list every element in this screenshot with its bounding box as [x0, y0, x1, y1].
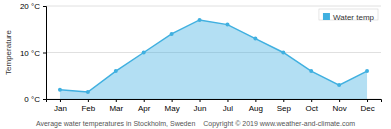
point	[114, 69, 118, 73]
line	[60, 20, 367, 92]
point	[170, 32, 174, 36]
tick: Apr	[138, 99, 151, 113]
tick-label: Mar	[109, 104, 123, 113]
point	[58, 88, 62, 92]
marks	[58, 18, 369, 99]
tick-mark	[43, 99, 46, 100]
tick: Jan	[54, 99, 67, 113]
point	[337, 83, 341, 87]
point	[365, 69, 369, 73]
tick-mark	[172, 99, 173, 102]
point	[198, 18, 202, 22]
annotation: Copyright © 2019 www.weather-and-climate…	[203, 120, 355, 128]
tick-label: Jan	[54, 104, 67, 113]
tick-mark	[200, 99, 201, 102]
tick-label: 10 °C	[20, 49, 40, 58]
plot: Jan Feb Mar Apr May Jun Jul Aug Sep Oct Nov Dec 0 °C…	[20, 2, 382, 113]
tick-label: Aug	[249, 104, 263, 113]
axis-title: Temperature	[4, 30, 13, 75]
grid-line	[46, 6, 381, 7]
tick-mark	[88, 99, 89, 102]
tick: Aug	[249, 99, 263, 113]
tick: Mar	[109, 99, 123, 113]
tick: 10 °C	[20, 49, 46, 58]
tick-mark	[144, 99, 145, 102]
tick-label: Apr	[138, 104, 151, 113]
tick-mark	[116, 99, 117, 102]
tick: 20 °C	[20, 2, 46, 11]
tick-label: 0 °C	[24, 95, 40, 104]
tick-mark	[339, 99, 340, 102]
tick: May	[165, 99, 180, 113]
tick-label: Oct	[305, 104, 318, 113]
point	[309, 69, 313, 73]
tick-label: Feb	[81, 104, 95, 113]
tick: Nov	[333, 99, 347, 113]
tick: Dec	[360, 99, 374, 113]
tick: Jun	[194, 99, 207, 113]
chart: Jan Feb Mar Apr May Jun Jul Aug Sep Oct Nov Dec 0 °C…	[0, 0, 391, 129]
legend-label: Water temp	[333, 13, 375, 22]
tick-mark	[43, 53, 46, 54]
legend: Water temp	[319, 9, 378, 22]
point	[86, 90, 90, 94]
point	[253, 37, 257, 41]
tick-mark	[60, 99, 61, 102]
tick-label: Dec	[360, 104, 374, 113]
legend-swatch	[323, 13, 330, 20]
x-axis: Jan Feb Mar Apr May Jun Jul Aug Sep Oct Nov Dec	[47, 99, 382, 113]
point	[281, 51, 285, 55]
area	[60, 20, 367, 99]
legend-item: Water temp	[323, 13, 375, 22]
tick-mark	[43, 6, 46, 7]
tick-label: 20 °C	[20, 2, 40, 11]
tick-label: Jul	[223, 104, 233, 113]
tick-label: Sep	[277, 104, 292, 113]
tick-mark	[367, 99, 368, 102]
axis-line	[43, 7, 47, 100]
title: Average water temperatures in Stockholm,…	[36, 120, 196, 128]
tick: Feb	[81, 99, 95, 113]
axis-line	[47, 100, 382, 103]
tick: Oct	[305, 99, 318, 113]
tick-mark	[311, 99, 312, 102]
tick-mark	[255, 99, 256, 102]
tick-mark	[283, 99, 284, 102]
tick-mark	[227, 99, 228, 102]
tick-label: May	[165, 104, 180, 113]
tick-label: Nov	[333, 104, 347, 113]
footer: Average water temperatures in Stockholm,…	[36, 120, 355, 128]
point	[225, 23, 229, 27]
tick: 0 °C	[24, 95, 46, 104]
y-axis: 0 °C 10 °C 20 °C	[20, 2, 47, 104]
tick-label: Jun	[194, 104, 207, 113]
tick: Sep	[277, 99, 292, 113]
tick: Jul	[223, 99, 233, 113]
grid	[46, 6, 381, 99]
point	[142, 51, 146, 55]
